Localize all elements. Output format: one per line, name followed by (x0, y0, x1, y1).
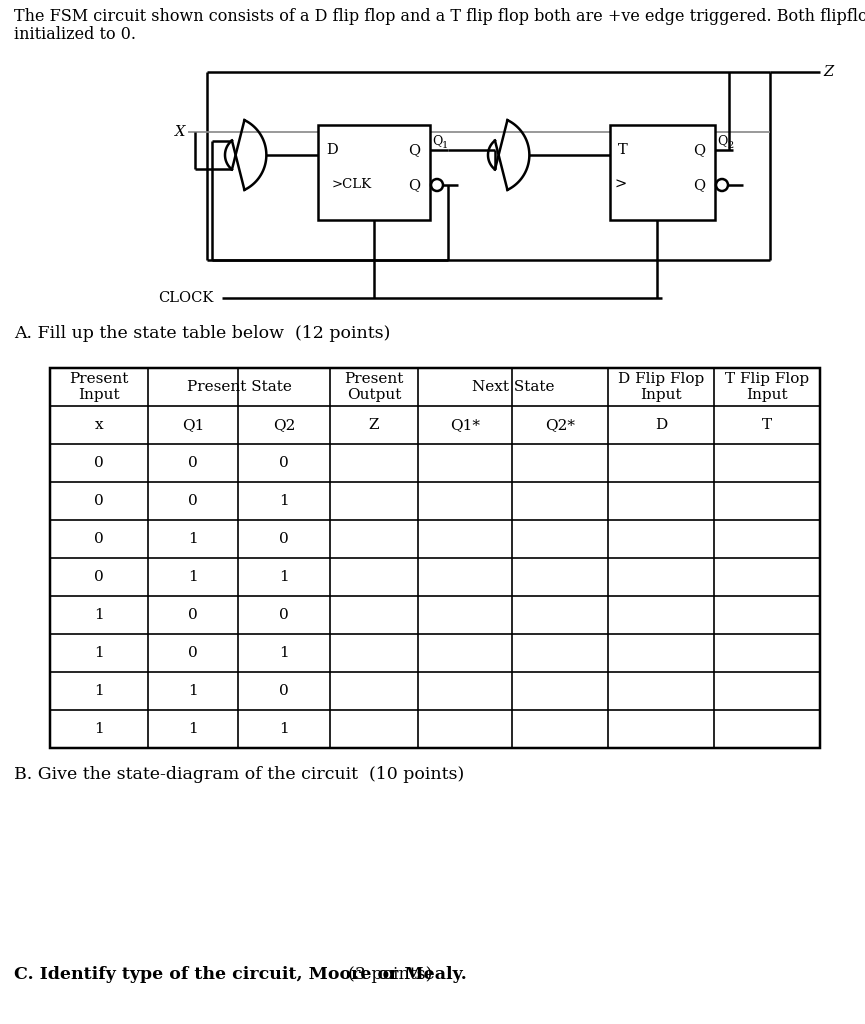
Text: 0: 0 (279, 456, 289, 470)
Text: Q: Q (693, 178, 705, 193)
Bar (610, 125, 715, 220)
Text: T Flip Flop
Input: T Flip Flop Input (725, 372, 809, 402)
Bar (318, 125, 430, 220)
Text: Q2: Q2 (272, 418, 295, 432)
Text: 0: 0 (279, 684, 289, 698)
Text: 1: 1 (279, 570, 289, 584)
Text: 0: 0 (188, 456, 198, 470)
Text: Present
Output: Present Output (344, 372, 404, 402)
Text: Next State: Next State (471, 380, 554, 394)
Text: B. Give the state-diagram of the circuit  (10 points): B. Give the state-diagram of the circuit… (14, 766, 465, 783)
Text: Present State: Present State (187, 380, 292, 394)
Text: 0: 0 (94, 532, 104, 546)
Text: >: > (614, 178, 626, 193)
Text: D: D (655, 418, 667, 432)
Text: 0: 0 (94, 456, 104, 470)
Text: 1: 1 (94, 684, 104, 698)
Text: Q: Q (408, 178, 420, 193)
Text: (3 points): (3 points) (348, 966, 432, 983)
Text: 0: 0 (94, 494, 104, 508)
Text: Q: Q (693, 143, 705, 157)
Text: Z: Z (823, 65, 833, 79)
Text: 1: 1 (279, 722, 289, 736)
Text: 0: 0 (188, 646, 198, 660)
Text: 1: 1 (188, 570, 198, 584)
Text: x: x (94, 418, 103, 432)
Text: Present
Input: Present Input (69, 372, 129, 402)
Text: 1: 1 (188, 532, 198, 546)
Text: 2: 2 (727, 140, 734, 150)
Bar (50, 368, 820, 748)
Text: 0: 0 (279, 608, 289, 622)
Text: The FSM circuit shown consists of a D flip flop and a T flip flop both are +ve e: The FSM circuit shown consists of a D fl… (14, 8, 865, 25)
Text: Q: Q (717, 134, 727, 147)
Text: >CLK: >CLK (332, 178, 372, 191)
Text: CLOCK: CLOCK (158, 291, 214, 305)
Text: 1: 1 (279, 494, 289, 508)
Text: 0: 0 (94, 570, 104, 584)
Text: Q: Q (432, 134, 442, 147)
Text: 1: 1 (279, 646, 289, 660)
Text: 0: 0 (188, 494, 198, 508)
Text: T: T (618, 143, 628, 157)
Text: 1: 1 (188, 722, 198, 736)
Text: 1: 1 (94, 646, 104, 660)
Text: Q: Q (408, 143, 420, 157)
Text: X: X (175, 125, 185, 139)
Text: Q1*: Q1* (450, 418, 480, 432)
Text: Z: Z (368, 418, 379, 432)
Text: initialized to 0.: initialized to 0. (14, 26, 136, 43)
Text: T: T (762, 418, 772, 432)
Text: Q1: Q1 (182, 418, 204, 432)
Text: 1: 1 (188, 684, 198, 698)
Text: 1: 1 (442, 140, 448, 150)
Text: D: D (326, 143, 337, 157)
Text: D Flip Flop
Input: D Flip Flop Input (618, 372, 704, 402)
Text: C. Identify type of the circuit, Moore or Mealy.: C. Identify type of the circuit, Moore o… (14, 966, 467, 983)
Text: 0: 0 (188, 608, 198, 622)
Text: 1: 1 (94, 722, 104, 736)
Text: A. Fill up the state table below  (12 points): A. Fill up the state table below (12 poi… (14, 325, 390, 342)
Text: 0: 0 (279, 532, 289, 546)
Text: Q2*: Q2* (545, 418, 575, 432)
Text: 1: 1 (94, 608, 104, 622)
